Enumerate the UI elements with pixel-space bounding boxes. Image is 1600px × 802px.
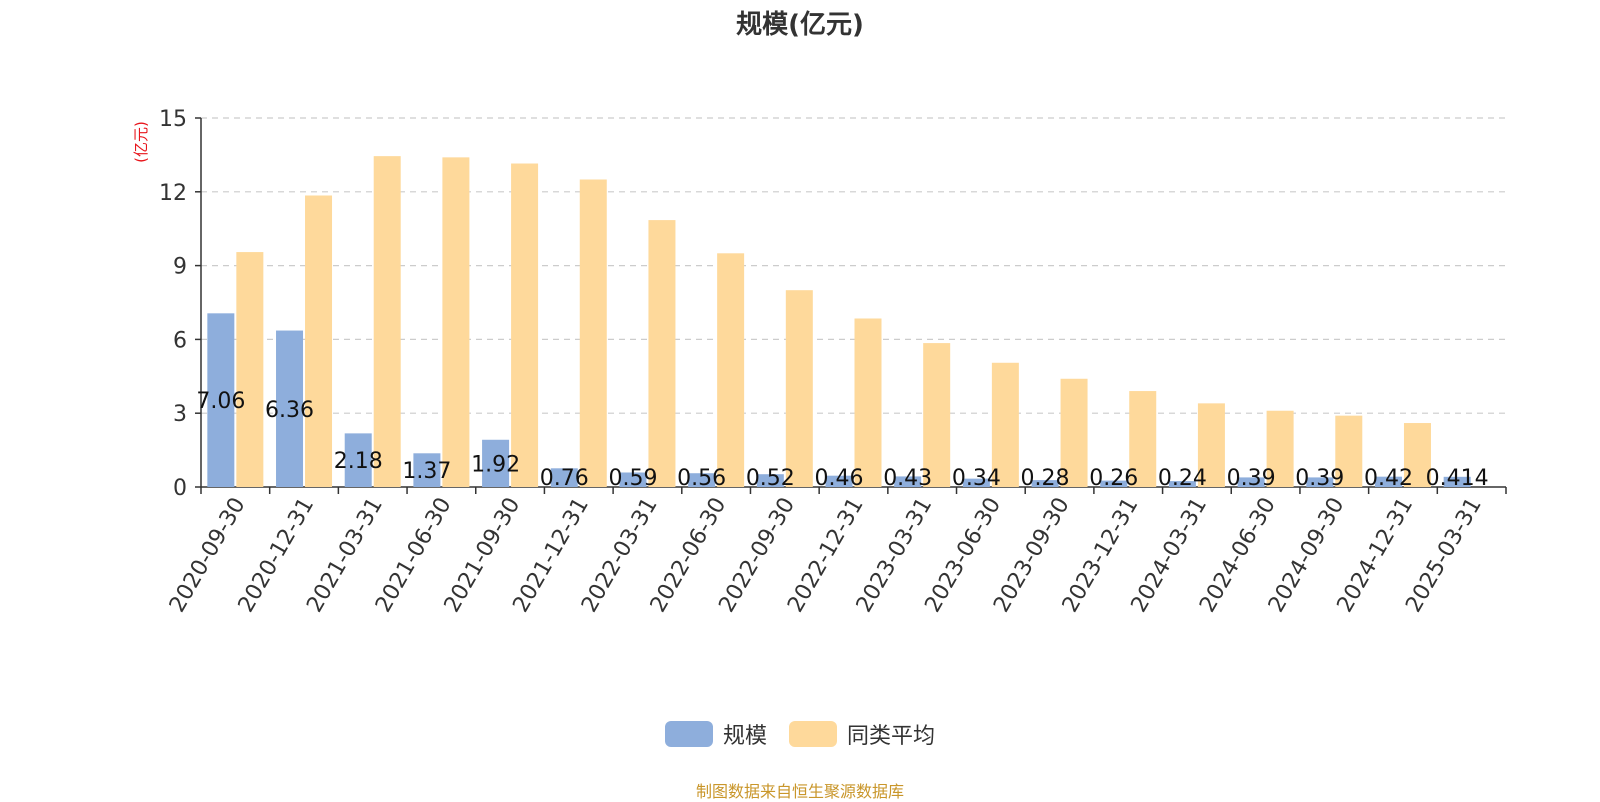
y-tick-label: 6 (173, 328, 187, 353)
data-label-scale: 0.52 (746, 466, 795, 491)
legend-label-peer-average: 同类平均 (847, 724, 936, 749)
bar-scale (550, 468, 578, 487)
bar-scale (413, 453, 441, 487)
y-tick-label: 12 (159, 181, 187, 206)
legend: 规模 同类平均 (0, 718, 1600, 750)
bar-peer-average (1197, 403, 1225, 487)
bar-peer-average (1266, 410, 1294, 487)
bar-peer-average (1403, 423, 1431, 487)
bar-scale (756, 474, 784, 487)
chart-title: 规模(亿元) (736, 10, 864, 40)
bar-peer-average (373, 156, 401, 487)
bar-scale (825, 475, 853, 487)
data-label-scale: 0.28 (1021, 466, 1070, 491)
data-source-note: 制图数据来自恒生聚源数据库 (695, 782, 904, 801)
bar-scale (482, 439, 510, 487)
bar-scale (962, 478, 990, 487)
data-label-scale: 0.24 (1158, 466, 1207, 491)
legend-swatch-scale (664, 721, 713, 747)
data-label-scale: 0.26 (1089, 466, 1138, 491)
bar-peer-average (1129, 391, 1157, 487)
data-label-scale: 0.39 (1227, 466, 1276, 491)
bar-scale (207, 313, 235, 487)
bar-scale (1443, 476, 1471, 487)
data-label-scale: 0.414 (1426, 466, 1489, 491)
bar-peer-average (854, 318, 882, 487)
legend-item-peer-average[interactable]: 同类平均 (789, 718, 935, 750)
data-label-scale: 0.34 (952, 466, 1001, 491)
data-label-scale: 0.39 (1295, 466, 1344, 491)
data-label-scale: 2.18 (334, 449, 383, 474)
data-label-scale: 0.43 (883, 466, 932, 491)
legend-label-scale: 规模 (722, 724, 767, 749)
data-label-scale: 0.46 (815, 466, 864, 491)
data-label-scale: 1.37 (402, 459, 451, 484)
data-label-scale: 0.42 (1364, 466, 1413, 491)
bar-peer-average (1060, 378, 1088, 487)
bar-peer-average (648, 220, 676, 487)
legend-swatch-peer-average (789, 721, 837, 747)
y-tick-label: 9 (173, 255, 187, 280)
data-label-scale: 0.56 (677, 466, 726, 491)
bar-scale (1100, 480, 1128, 487)
bar-peer-average (717, 253, 745, 487)
bar-scale (1374, 476, 1402, 487)
bar-peer-average (305, 195, 333, 488)
bar-peer-average (991, 362, 1019, 487)
y-tick-label: 3 (173, 402, 187, 427)
bar-scale (1306, 477, 1334, 487)
data-label-scale: 1.92 (471, 452, 520, 477)
bar-peer-average (1335, 415, 1363, 487)
bar-scale (1237, 477, 1265, 487)
bar-scale (688, 473, 716, 487)
y-tick-label: 15 (159, 107, 187, 132)
y-axis-title: (亿元) (132, 121, 150, 163)
bar-peer-average (511, 163, 539, 487)
data-label-scale: 6.36 (265, 398, 314, 423)
y-tick-label: 0 (173, 476, 187, 501)
bar-peer-average (923, 343, 951, 487)
data-label-scale: 0.76 (540, 466, 589, 491)
data-label-scale: 0.59 (608, 466, 657, 491)
bar-peer-average (236, 252, 264, 487)
bar-scale (894, 476, 922, 487)
bar-peer-average (785, 290, 813, 487)
data-label-scale: 7.06 (196, 389, 245, 414)
legend-item-scale[interactable]: 规模 (664, 718, 767, 750)
bar-scale (1168, 481, 1196, 487)
bar-scale (344, 433, 372, 487)
bar-peer-average (579, 179, 607, 487)
bar-scale (619, 472, 647, 487)
bar-scale (1031, 480, 1059, 487)
bar-scale (276, 330, 304, 487)
bar-peer-average (442, 157, 470, 488)
